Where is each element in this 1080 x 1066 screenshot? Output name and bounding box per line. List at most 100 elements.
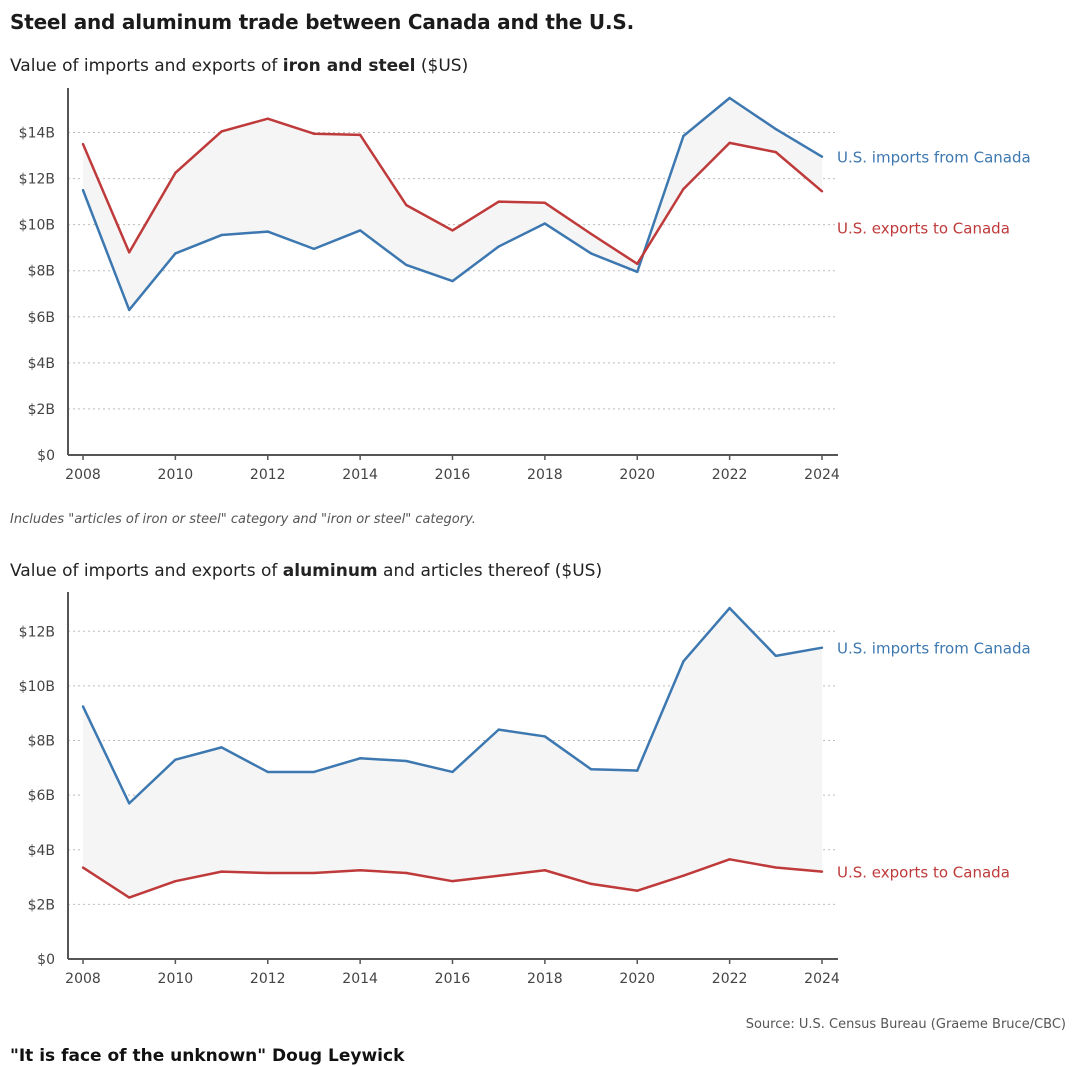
imports-line-point: [820, 155, 824, 158]
exports-line-point: [174, 171, 177, 175]
exports-line-point: [312, 132, 316, 135]
y-tick-label: $6B: [28, 310, 55, 326]
exports-line-point: [774, 866, 778, 869]
exports-line-point: [266, 871, 269, 875]
imports-line-point: [497, 245, 500, 248]
y-tick-label: $10B: [19, 679, 55, 695]
exports-line-point: [543, 201, 547, 204]
y-tick-label: $14B: [19, 126, 55, 142]
imports-line-point: [820, 646, 824, 649]
imports-line-point: [174, 252, 177, 255]
exports-line-point: [451, 229, 454, 232]
imports-line-point: [358, 757, 362, 760]
imports-line-point: [405, 263, 408, 267]
aluminum-chart-subtitle: Value of imports and exports of aluminum…: [10, 561, 603, 581]
exports-line-point: [312, 871, 316, 875]
imports-line-point: [266, 770, 269, 774]
exports-line-point: [127, 251, 131, 254]
imports-line-point: [312, 770, 316, 774]
imports-line-point: [266, 230, 269, 233]
steel-chart-note: Includes "articles of iron or steel" cat…: [10, 512, 476, 527]
y-tick-label: $2B: [28, 402, 55, 418]
exports-line-label: U.S. exports to Canada: [837, 219, 1010, 237]
imports-line-point: [451, 279, 454, 283]
x-tick-label: 2008: [65, 467, 101, 483]
x-tick-label: 2014: [342, 971, 378, 987]
x-tick-label: 2024: [804, 467, 840, 483]
exports-line-point: [81, 866, 85, 869]
imports-line-point: [636, 270, 639, 274]
exports-line-point: [497, 874, 500, 877]
chart-title: Steel and aluminum trade between Canada …: [10, 10, 634, 34]
exports-line-point: [682, 874, 685, 877]
x-tick-label: 2020: [619, 467, 655, 483]
y-tick-label: $0: [37, 952, 55, 968]
y-tick-label: $12B: [19, 172, 55, 188]
exports-line-point: [358, 133, 362, 137]
x-tick-label: 2010: [158, 467, 194, 483]
imports-line-point: [682, 660, 685, 663]
difference-band: [83, 608, 822, 898]
steel-line-chart: $0 $2B $4B $6B $8B $10B $12B $14B 2008 2010 2012 20…: [19, 88, 1031, 483]
x-tick-label: 2016: [435, 467, 471, 483]
imports-line-point: [174, 758, 177, 761]
imports-line-point: [543, 222, 547, 225]
exports-line-label: U.S. exports to Canada: [837, 864, 1010, 882]
exports-line-point: [728, 141, 731, 145]
y-tick-label: $4B: [28, 356, 55, 372]
aluminum-line-chart: $0 $2B $4B $6B $8B $10B $12B 2008 2010 2012 2014 20…: [19, 592, 1031, 987]
exports-line-point: [774, 150, 778, 154]
x-tick-label: 2012: [250, 467, 286, 483]
exports-line-point: [174, 879, 177, 883]
y-tick-label: $6B: [28, 788, 55, 804]
imports-line-point: [81, 188, 85, 192]
imports-line-point: [220, 233, 223, 237]
exports-line-point: [405, 203, 408, 207]
imports-line-label: U.S. imports from Canada: [837, 640, 1031, 658]
exports-line-point: [543, 869, 547, 872]
exports-line-point: [820, 190, 824, 193]
x-tick-label: 2014: [342, 467, 378, 483]
exports-line-point: [589, 882, 593, 886]
exports-line-point: [728, 858, 731, 861]
steel-chart-subtitle: Value of imports and exports of iron and…: [10, 56, 469, 76]
y-tick-label: $10B: [19, 218, 55, 234]
imports-line-point: [312, 247, 316, 251]
imports-line-point: [774, 654, 778, 658]
exports-line-point: [589, 232, 593, 236]
exports-line-point: [497, 200, 500, 203]
x-tick-label: 2020: [619, 971, 655, 987]
imports-line-point: [81, 705, 85, 708]
imports-line-label: U.S. imports from Canada: [837, 149, 1031, 167]
imports-line-point: [636, 769, 639, 772]
x-tick-label: 2008: [65, 971, 101, 987]
imports-line-point: [728, 96, 731, 100]
x-tick-label: 2024: [804, 971, 840, 987]
imports-line-point: [405, 759, 408, 763]
source-credit: Source: U.S. Census Bureau (Graeme Bruce…: [745, 1017, 1066, 1032]
next-headline: "It is face of the unknown" Doug Leywick: [10, 1046, 405, 1066]
x-tick-label: 2016: [435, 971, 471, 987]
exports-line-point: [820, 870, 824, 873]
exports-line-point: [636, 889, 639, 892]
exports-line-point: [358, 869, 362, 872]
y-tick-label: $8B: [28, 734, 55, 750]
imports-line-point: [728, 606, 731, 610]
y-tick-label: $8B: [28, 264, 55, 280]
imports-line-point: [358, 229, 362, 232]
y-tick-label: $0: [37, 448, 55, 464]
exports-line-point: [636, 262, 639, 266]
imports-line-point: [589, 252, 593, 255]
x-tick-label: 2018: [527, 971, 563, 987]
x-tick-label: 2012: [250, 971, 286, 987]
exports-line-point: [220, 130, 223, 133]
imports-line-point: [127, 308, 131, 312]
difference-band: [83, 98, 822, 310]
x-tick-label: 2022: [712, 467, 748, 483]
x-tick-label: 2018: [527, 467, 563, 483]
imports-line-point: [774, 127, 778, 131]
x-tick-label: 2022: [712, 971, 748, 987]
exports-line-point: [405, 871, 408, 875]
imports-line-point: [127, 802, 131, 805]
exports-line-point: [220, 870, 223, 873]
